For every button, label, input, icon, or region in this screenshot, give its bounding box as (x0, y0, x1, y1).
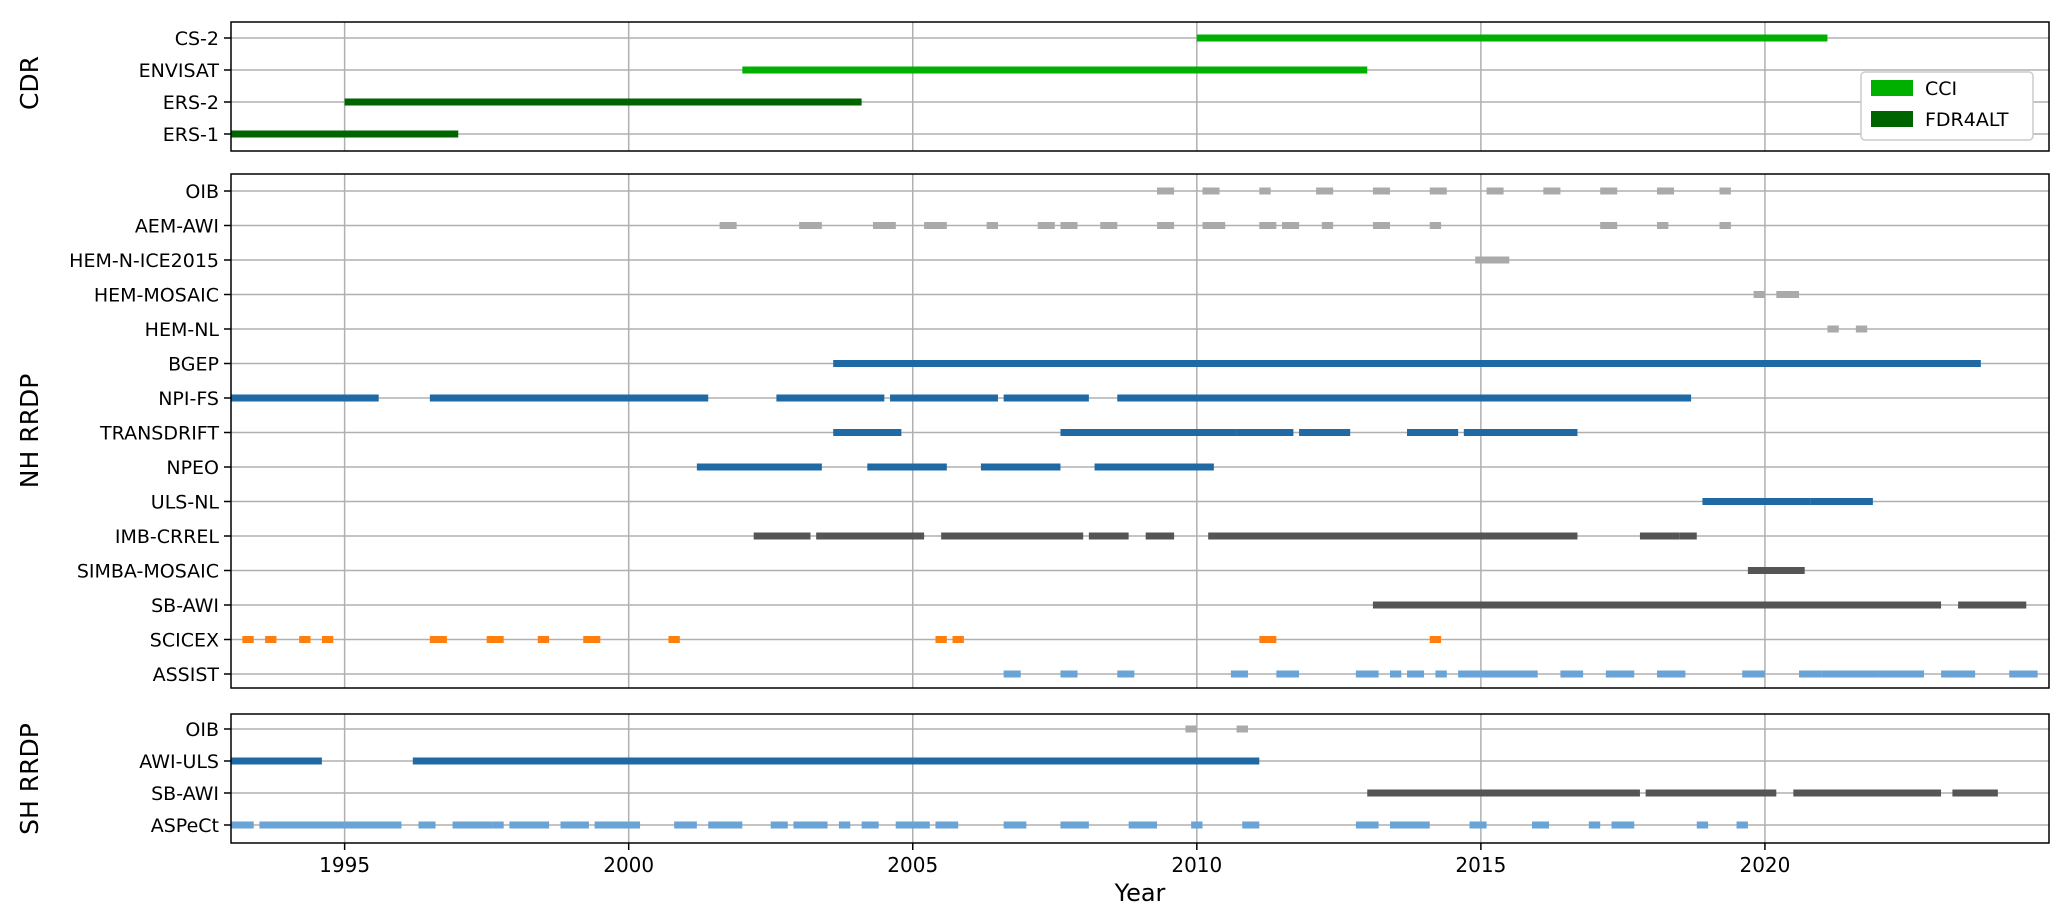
x-axis-label: Year (1114, 879, 1166, 907)
panel-3: OIB AWI-ULS SB-AWI ASPeCt SH RRDP (15, 713, 2050, 844)
panel-frame (230, 173, 2050, 689)
x-tick-label: 1995 (319, 853, 370, 877)
row-label: TRANSDRIFT (99, 423, 219, 445)
panel-ylabel: SH RRDP (15, 723, 44, 835)
panel-ylabel: CDR (15, 56, 44, 110)
panel-ylabel: NH RRDP (15, 374, 44, 489)
panel-frame (230, 713, 2050, 844)
row-label: AEM-AWI (135, 216, 219, 238)
row-label: HEM-N-ICE2015 (69, 250, 219, 272)
panel-2: OIB AEM-AWI HEM-N-ICE2015 HEM-MOSAIC HEM-NL B… (15, 173, 2050, 689)
legend-swatch (1871, 111, 1913, 127)
legend-label: CCI (1925, 78, 1957, 100)
legend-label: FDR4ALT (1925, 109, 2009, 131)
x-tick-label: 2005 (887, 853, 938, 877)
row-label: AWI-ULS (139, 751, 219, 773)
panel-1: CS-2 ENVISAT ERS-2 ERS-1 CDR (15, 21, 2050, 152)
row-label: ERS-2 (163, 92, 219, 114)
row-label: ERS-1 (163, 124, 219, 146)
row-label: SCICEX (150, 630, 219, 652)
row-label: ULS-NL (151, 492, 220, 514)
row-label: SB-AWI (151, 783, 219, 805)
x-tick-label: 2020 (1739, 853, 1790, 877)
row-label: HEM-MOSAIC (94, 285, 219, 307)
x-tick-label: 2015 (1455, 853, 1506, 877)
legend: CCI FDR4ALT (1860, 71, 2034, 141)
x-tick-label: 2000 (603, 853, 654, 877)
row-label: OIB (185, 181, 219, 203)
row-label: ASPeCt (151, 815, 219, 837)
x-tick-label: 2010 (1171, 853, 1222, 877)
row-label: CS-2 (175, 28, 219, 50)
row-label: HEM-NL (145, 319, 220, 341)
row-label: ASSIST (153, 664, 220, 686)
row-label: SIMBA-MOSAIC (77, 561, 219, 583)
row-label: NPI-FS (158, 388, 219, 410)
row-label: SB-AWI (151, 595, 219, 617)
row-label: OIB (185, 719, 219, 741)
legend-swatch (1871, 80, 1913, 96)
row-label: BGEP (168, 354, 219, 376)
row-label: ENVISAT (139, 60, 220, 82)
panel-frame (230, 21, 2050, 152)
row-label: NPEO (166, 457, 219, 479)
row-label: IMB-CRREL (115, 526, 220, 548)
